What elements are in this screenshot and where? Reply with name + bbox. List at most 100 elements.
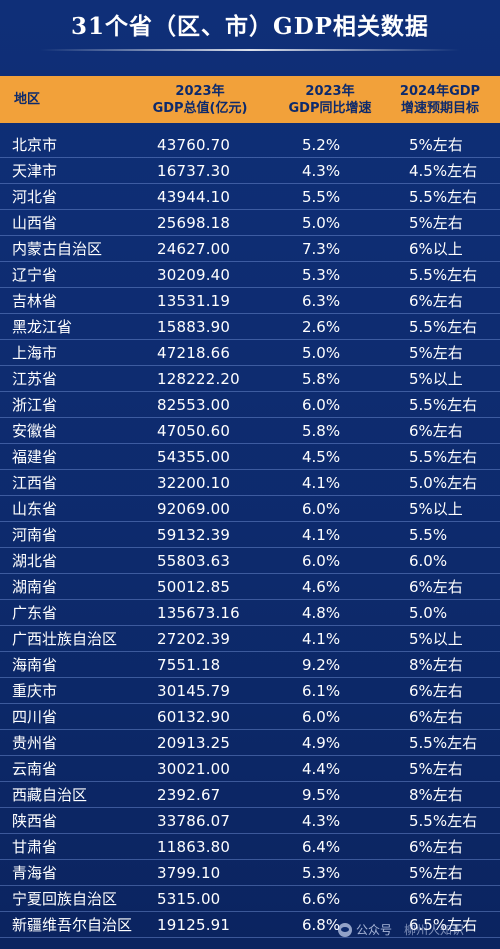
table-row: 江苏省 128222.20 5.8% 5%以上	[0, 366, 500, 392]
row-region: 贵州省	[12, 734, 58, 752]
row-target: 6%左右	[409, 422, 463, 440]
row-growth: 5.0%	[302, 344, 341, 362]
table-row: 山西省 25698.18 5.0% 5%左右	[0, 210, 500, 236]
row-growth: 4.9%	[302, 734, 341, 752]
table-row: 新疆维吾尔自治区 19125.91 6.8% 6.5%左右	[0, 912, 500, 938]
row-region: 广东省	[12, 604, 58, 622]
row-gdp: 47050.60	[157, 422, 231, 440]
table-row: 海南省 7551.18 9.2% 8%左右	[0, 652, 500, 678]
row-region: 江西省	[12, 474, 58, 492]
row-region: 安徽省	[12, 422, 58, 440]
table-row: 山东省 92069.00 6.0% 5%以上	[0, 496, 500, 522]
row-growth: 6.4%	[302, 838, 341, 856]
wechat-icon	[338, 923, 352, 937]
header-gdp: 2023年 GDP总值(亿元)	[130, 76, 270, 123]
row-growth: 5.3%	[302, 864, 341, 882]
row-region: 海南省	[12, 656, 58, 674]
row-region: 新疆维吾尔自治区	[12, 916, 133, 934]
row-region: 湖北省	[12, 552, 58, 570]
table-row: 福建省 54355.00 4.5% 5.5%左右	[0, 444, 500, 470]
table-row: 青海省 3799.10 5.3% 5%左右	[0, 860, 500, 886]
row-growth: 2.6%	[302, 318, 341, 336]
row-gdp: 50012.85	[157, 578, 231, 596]
row-gdp: 82553.00	[157, 396, 231, 414]
row-region: 湖南省	[12, 578, 58, 596]
row-gdp: 16737.30	[157, 162, 231, 180]
row-gdp: 7551.18	[157, 656, 221, 674]
row-target: 5.5%左右	[409, 396, 478, 414]
row-region: 甘肃省	[12, 838, 58, 856]
row-region: 云南省	[12, 760, 58, 778]
row-gdp: 2392.67	[157, 786, 221, 804]
table-row: 河北省 43944.10 5.5% 5.5%左右	[0, 184, 500, 210]
row-gdp: 43944.10	[157, 188, 231, 206]
row-target: 5.5%左右	[409, 734, 478, 752]
header-gdp-line2: GDP总值(亿元)	[152, 100, 248, 116]
row-gdp: 11863.80	[157, 838, 231, 856]
row-target: 6%左右	[409, 578, 463, 596]
row-growth: 5.8%	[302, 370, 341, 388]
row-region: 上海市	[12, 344, 58, 362]
table-row: 云南省 30021.00 4.4% 5%左右	[0, 756, 500, 782]
row-target: 4.5%左右	[409, 162, 478, 180]
row-target: 6%左右	[409, 708, 463, 726]
row-target: 5%左右	[409, 136, 463, 154]
table-row: 天津市 16737.30 4.3% 4.5%左右	[0, 158, 500, 184]
row-region: 河北省	[12, 188, 58, 206]
header-target-line2: 增速预期目标	[400, 100, 479, 116]
table-row: 吉林省 13531.19 6.3% 6%左右	[0, 288, 500, 314]
watermark-name: 柳州人知识	[404, 923, 465, 937]
row-target: 5.5%左右	[409, 188, 478, 206]
row-growth: 6.0%	[302, 500, 341, 518]
row-growth: 4.8%	[302, 604, 341, 622]
row-target: 6.0%	[409, 552, 448, 570]
table-row: 辽宁省 30209.40 5.3% 5.5%左右	[0, 262, 500, 288]
watermark: 公众号 柳州人知识	[338, 920, 464, 940]
row-gdp: 5315.00	[157, 890, 221, 908]
row-target: 5.5%左右	[409, 812, 478, 830]
row-region: 广西壮族自治区	[12, 630, 118, 648]
table-header: 地区 2023年 GDP总值(亿元) 2023年 GDP同比增速 2024年GD…	[0, 76, 500, 123]
row-target: 5.5%左右	[409, 318, 478, 336]
row-gdp: 43760.70	[157, 136, 231, 154]
row-region: 浙江省	[12, 396, 58, 414]
table-row: 宁夏回族自治区 5315.00 6.6% 6%左右	[0, 886, 500, 912]
row-target: 5.5%左右	[409, 448, 478, 466]
table-row: 陕西省 33786.07 4.3% 5.5%左右	[0, 808, 500, 834]
row-growth: 7.3%	[302, 240, 341, 258]
row-gdp: 30021.00	[157, 760, 231, 778]
row-region: 重庆市	[12, 682, 58, 700]
row-target: 5%左右	[409, 344, 463, 362]
table-row: 内蒙古自治区 24627.00 7.3% 6%以上	[0, 236, 500, 262]
row-target: 6%左右	[409, 838, 463, 856]
row-growth: 4.3%	[302, 162, 341, 180]
row-growth: 6.0%	[302, 396, 341, 414]
row-target: 6.5%左右	[409, 916, 478, 934]
row-region: 吉林省	[12, 292, 58, 310]
header-growth: 2023年 GDP同比增速	[270, 76, 390, 123]
row-gdp: 55803.63	[157, 552, 231, 570]
row-growth: 4.4%	[302, 760, 341, 778]
table-body: 北京市 43760.70 5.2% 5%左右 天津市 16737.30 4.3% 4.5%左右…	[0, 132, 500, 938]
row-growth: 5.2%	[302, 136, 341, 154]
row-growth: 6.3%	[302, 292, 341, 310]
table-row: 广西壮族自治区 27202.39 4.1% 5%以上	[0, 626, 500, 652]
row-gdp: 3799.10	[157, 864, 221, 882]
row-growth: 5.3%	[302, 266, 341, 284]
row-region: 福建省	[12, 448, 58, 466]
row-gdp: 59132.39	[157, 526, 231, 544]
row-target: 6%左右	[409, 890, 463, 908]
row-target: 5%以上	[409, 630, 463, 648]
row-target: 5.0%左右	[409, 474, 478, 492]
row-growth: 4.3%	[302, 812, 341, 830]
row-target: 5%以上	[409, 500, 463, 518]
row-gdp: 60132.90	[157, 708, 231, 726]
table-row: 安徽省 47050.60 5.8% 6%左右	[0, 418, 500, 444]
row-growth: 6.1%	[302, 682, 341, 700]
row-region: 北京市	[12, 136, 58, 154]
table-row: 黑龙江省 15883.90 2.6% 5.5%左右	[0, 314, 500, 340]
row-growth: 6.8%	[302, 916, 341, 934]
row-gdp: 135673.16	[157, 604, 240, 622]
header-growth-line1: 2023年	[305, 83, 355, 99]
row-region: 辽宁省	[12, 266, 58, 284]
